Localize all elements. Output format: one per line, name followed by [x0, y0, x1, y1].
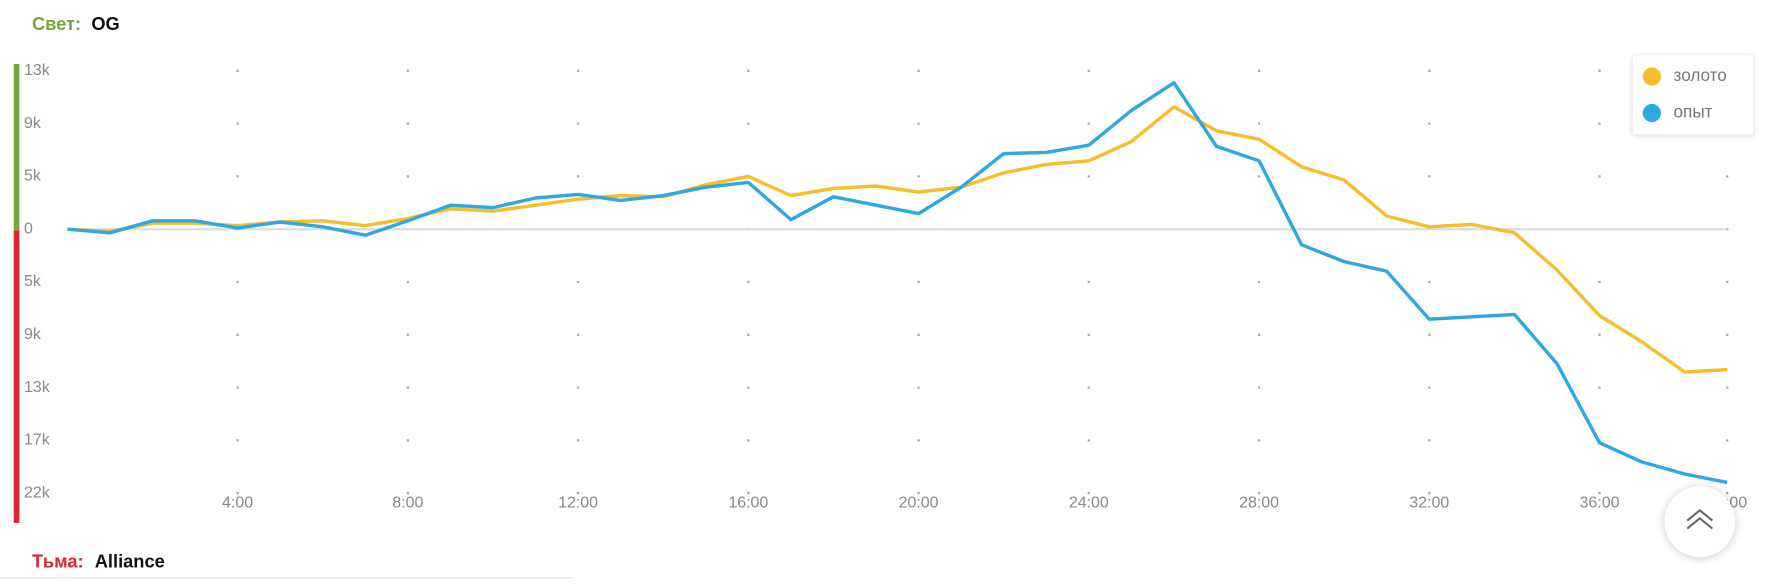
x-tick-label: 32:00 [1409, 495, 1449, 512]
light-bar [13, 63, 20, 231]
legend-swatch [1642, 67, 1662, 86]
y-tick-label: 13k [24, 62, 50, 79]
legend-box [1631, 54, 1755, 136]
dark-bar [13, 230, 20, 523]
y-tick-label: 5k [24, 168, 41, 185]
y-tick-label: 17k [24, 432, 50, 449]
legend-swatch [1642, 103, 1662, 123]
line [67, 105, 1728, 374]
y-tick-label: 9k [24, 115, 41, 132]
x-tick-label: 12:00 [558, 495, 598, 512]
x-tick-label: 8:00 [392, 495, 423, 512]
x-tick-label: 16:00 [728, 495, 768, 512]
y-tick-label: 5k [24, 273, 41, 290]
light-team: OG [91, 13, 119, 34]
dark-label: Тьма: [32, 551, 84, 572]
line [67, 81, 1728, 485]
scroll-top-button[interactable] [1664, 486, 1736, 558]
x-tick-label: 28:00 [1239, 495, 1279, 512]
y-tick-label: 22k [24, 484, 50, 501]
x-tick-label: 4:00 [222, 495, 253, 512]
y-tick-label: 13k [24, 379, 50, 396]
y-tick-label: 9k [24, 326, 41, 343]
legend-label: опыт [1674, 103, 1713, 122]
scroll-top-icon [1686, 508, 1714, 530]
dark-team: Alliance [95, 551, 165, 572]
legend-label: золото [1674, 66, 1727, 85]
y-tick-label: 0 [24, 220, 33, 237]
x-tick-label: 36:00 [1580, 495, 1620, 512]
x-tick-label: 24:00 [1069, 495, 1109, 512]
light-label: Свет: [32, 13, 81, 34]
x-tick-label: 20:00 [899, 495, 939, 512]
